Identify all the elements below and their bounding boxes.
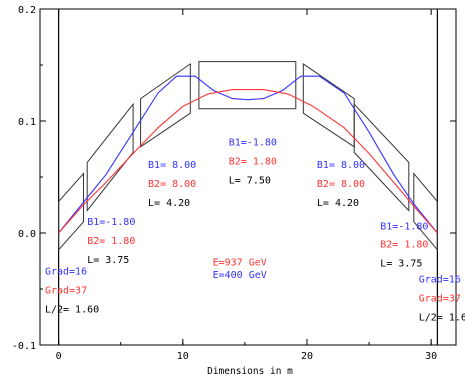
annotation-label: B1=-1.80 <box>87 217 135 228</box>
annotation-label: Grad=37 <box>419 293 461 304</box>
annotation-label: L= 7.50 <box>229 176 271 187</box>
y-tick-label-3: 0.2 <box>18 5 36 16</box>
annotation-label: L= 3.75 <box>380 259 422 270</box>
y-tick-label-1: 0.0 <box>18 229 36 240</box>
series-line-1 <box>58 89 438 234</box>
annotation-label: B2= 8.00 <box>148 179 196 190</box>
annotation-label: B2= 1.80 <box>87 236 135 247</box>
annotation-label: B2= 8.00 <box>317 179 365 190</box>
y-tick-label-2: 0.1 <box>18 117 36 128</box>
annotation-label: B1= 8.00 <box>148 160 196 171</box>
magnet-box-3 <box>198 61 297 110</box>
annotation-label: L/2= 1.60 <box>419 312 465 323</box>
annotation-label: E=400 GeV <box>213 270 267 281</box>
annotation-label: B2= 1.80 <box>229 157 277 168</box>
magnet-box-6 <box>413 172 438 252</box>
x-tick-label-3: 30 <box>425 351 437 362</box>
annotation-label: Grad=16 <box>45 266 87 277</box>
x-axis-label: Dimensions in m <box>207 366 293 377</box>
annotation-label: Grad=37 <box>45 285 87 296</box>
magnet-box-0 <box>58 172 84 252</box>
annotation-label: B1= 8.00 <box>317 160 365 171</box>
x-tick-label-0: 0 <box>56 351 62 362</box>
annotation-label: L/2= 1.60 <box>45 305 99 316</box>
annotation-label: E=937 GeV <box>213 257 267 268</box>
annotation-label: B1=-1.80 <box>380 222 428 233</box>
x-tick-label-2: 20 <box>301 351 313 362</box>
magnet-box-2 <box>140 62 191 148</box>
magnet-box-1 <box>86 102 134 213</box>
x-tick-label-1: 10 <box>177 351 189 362</box>
annotation-label: B2= 1.80 <box>380 240 428 251</box>
annotation-label: L= 4.20 <box>317 198 359 209</box>
annotation-label: B1=-1.80 <box>229 138 277 149</box>
series-line-0 <box>58 75 438 234</box>
annotation-label: L= 3.75 <box>87 255 129 266</box>
magnet-box-5 <box>353 102 410 212</box>
annotation-label: Grad=16 <box>419 274 461 285</box>
y-tick-label-0: -0.1 <box>12 341 36 352</box>
annotation-label: L= 4.20 <box>148 198 190 209</box>
